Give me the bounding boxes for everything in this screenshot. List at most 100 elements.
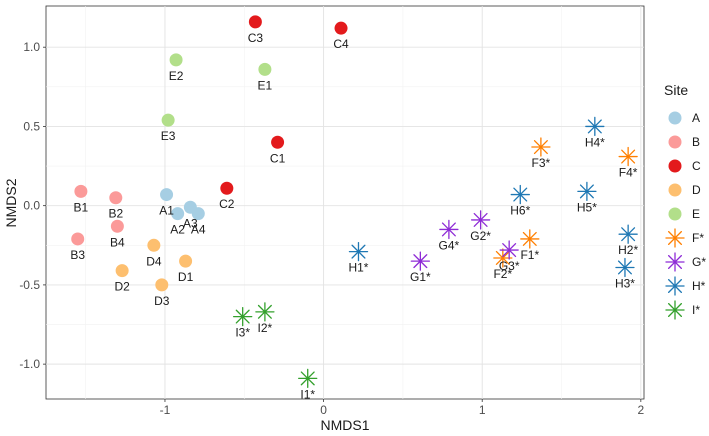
axes: -1 0 1 2 -1.0 -0.5 0.0 0.5 1.0 bbox=[19, 40, 644, 417]
asterisk-stroke bbox=[587, 119, 602, 134]
y-tick-label: -1.0 bbox=[19, 357, 40, 371]
asterisk-stroke bbox=[579, 184, 594, 199]
legend-key-b bbox=[668, 135, 682, 149]
point-d2-label: D2 bbox=[114, 280, 130, 294]
point-i3-star bbox=[233, 306, 253, 327]
asterisk-stroke bbox=[621, 227, 636, 242]
point-i2-star bbox=[255, 302, 275, 322]
asterisk-stroke bbox=[617, 260, 632, 275]
point-a1 bbox=[160, 188, 174, 202]
point-h4-star-label: H4* bbox=[585, 135, 605, 149]
asterisk-stroke bbox=[667, 230, 683, 246]
asterisk-stroke bbox=[351, 244, 366, 259]
point-d1-label: D1 bbox=[178, 270, 194, 284]
asterisk-stroke bbox=[522, 231, 537, 246]
point-d2 bbox=[115, 264, 129, 278]
point-f1-star bbox=[520, 229, 540, 249]
point-g4-star bbox=[439, 219, 459, 240]
legend-label: B bbox=[692, 135, 700, 149]
legend-key-f-star bbox=[665, 228, 685, 248]
asterisk-stroke bbox=[495, 250, 510, 265]
legend-label: C bbox=[692, 159, 701, 173]
point-h2-star bbox=[618, 224, 638, 244]
point-b4-label: B4 bbox=[110, 235, 125, 249]
point-a2 bbox=[171, 207, 185, 221]
asterisk-stroke bbox=[667, 278, 683, 294]
point-a4 bbox=[191, 207, 205, 221]
point-b2 bbox=[109, 191, 123, 205]
y-axis-title: NMDS2 bbox=[3, 178, 19, 227]
asterisk-stroke bbox=[621, 149, 636, 164]
point-c3-label: C3 bbox=[248, 31, 264, 45]
point-c2-label: C2 bbox=[219, 197, 235, 211]
point-h2-star-label: H2* bbox=[618, 243, 638, 257]
point-e3 bbox=[161, 113, 175, 127]
legend-label: I* bbox=[692, 303, 700, 317]
point-f3-star-label: F3* bbox=[532, 156, 551, 170]
point-f2-star-label: F2* bbox=[493, 267, 512, 281]
point-g3-star bbox=[499, 240, 519, 260]
plot-panel-background bbox=[45, 5, 645, 400]
asterisk-stroke bbox=[257, 304, 272, 319]
asterisk-stroke bbox=[502, 243, 517, 258]
legend-label: D bbox=[692, 183, 701, 197]
legend-label: H* bbox=[692, 279, 706, 293]
point-e1-label: E1 bbox=[258, 78, 273, 92]
point-c1 bbox=[271, 135, 285, 149]
point-d1 bbox=[179, 254, 193, 268]
point-d3-label: D3 bbox=[154, 294, 170, 308]
point-e1 bbox=[258, 62, 272, 76]
asterisk-stroke bbox=[441, 222, 456, 237]
point-c2 bbox=[220, 181, 234, 195]
point-h1-star-label: H1* bbox=[348, 261, 368, 275]
point-i1-star-label: I1* bbox=[300, 387, 315, 401]
x-axis-title: NMDS1 bbox=[320, 417, 369, 433]
point-h6-star-label: H6* bbox=[510, 204, 530, 218]
point-b1-label: B1 bbox=[74, 200, 89, 214]
point-g1-star-label: G1* bbox=[410, 270, 431, 284]
point-i2-star-label: I2* bbox=[258, 321, 273, 335]
asterisk-stroke bbox=[473, 212, 488, 227]
point-d4-label: D4 bbox=[146, 254, 162, 268]
point-b3 bbox=[71, 232, 85, 246]
point-g3-star-label: G3* bbox=[499, 259, 520, 273]
point-h5-star bbox=[577, 181, 597, 202]
point-e2 bbox=[169, 53, 183, 67]
asterisk-stroke bbox=[533, 140, 548, 155]
point-h5-star-label: H5* bbox=[577, 200, 597, 214]
gridlines bbox=[46, 6, 644, 399]
legend-key-e bbox=[668, 207, 682, 221]
point-h4-star bbox=[585, 116, 605, 137]
y-tick-label: 0.5 bbox=[23, 119, 40, 133]
legend-title: Site bbox=[664, 82, 688, 98]
point-b2-label: B2 bbox=[108, 207, 123, 221]
point-f3-star bbox=[531, 137, 551, 157]
x-tick-label: -1 bbox=[160, 403, 171, 417]
point-i3-star-label: I3* bbox=[235, 326, 250, 340]
y-tick-label: -0.5 bbox=[19, 278, 40, 292]
point-h1-star bbox=[348, 241, 369, 262]
legend-key-d bbox=[668, 183, 682, 197]
legend-key-i-star bbox=[665, 300, 685, 320]
legend-key-a bbox=[668, 111, 682, 125]
point-h6-star bbox=[510, 184, 530, 205]
asterisk-stroke bbox=[513, 187, 528, 202]
legend-key-h-star bbox=[665, 276, 685, 296]
point-h3-star bbox=[615, 257, 635, 278]
point-c4-label: C4 bbox=[333, 37, 349, 51]
legend-label: F* bbox=[692, 231, 704, 245]
point-g4-star-label: G4* bbox=[439, 238, 460, 252]
point-c4 bbox=[334, 21, 348, 35]
point-b1 bbox=[74, 184, 88, 198]
point-i1-star bbox=[298, 368, 318, 389]
asterisk-stroke bbox=[300, 371, 315, 386]
legend-label: G* bbox=[692, 255, 706, 269]
point-g2-star-label: G2* bbox=[470, 229, 491, 243]
point-b3-label: B3 bbox=[70, 248, 85, 262]
asterisk-stroke bbox=[413, 254, 428, 269]
point-g1-star bbox=[410, 251, 430, 271]
legend-label: E bbox=[692, 207, 700, 221]
